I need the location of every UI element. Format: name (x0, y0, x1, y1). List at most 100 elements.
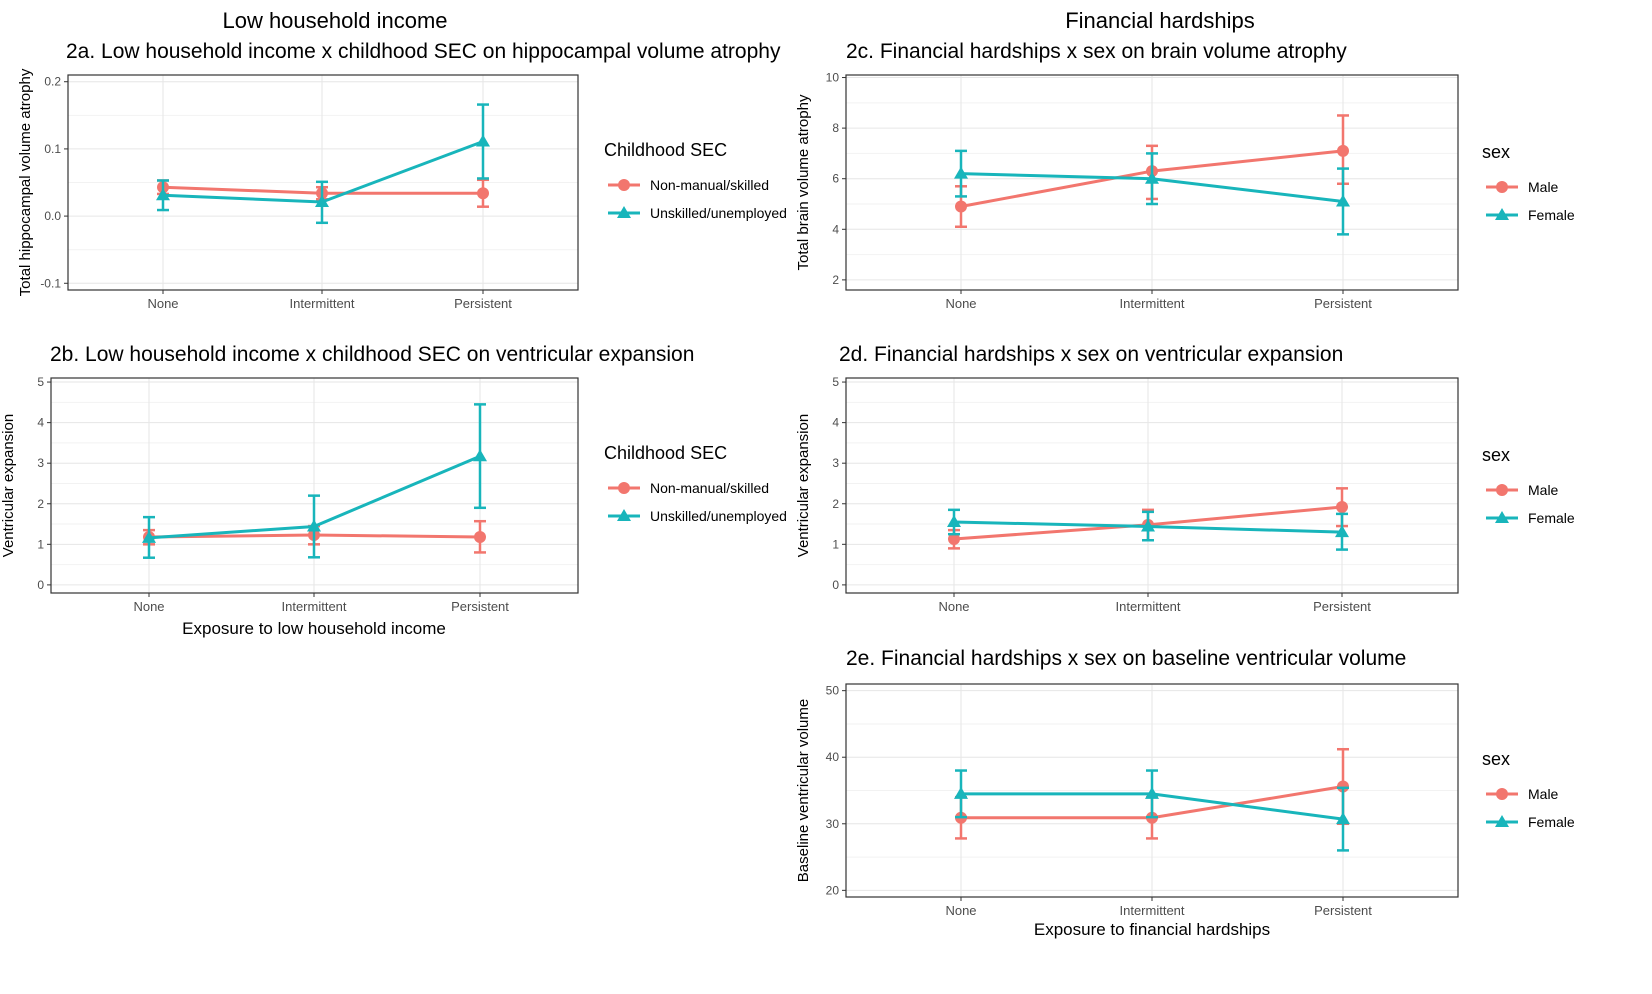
y-axis-title: Total hippocampal volume atrophy (17, 68, 34, 296)
y-axis-title: Total brain volume atrophy (795, 94, 812, 270)
legend-item: Female (1482, 201, 1575, 229)
series-female (947, 508, 1349, 551)
y-tick-label: 2 (37, 497, 44, 511)
x-tick-label: None (938, 599, 969, 614)
y-tick-label: 1 (832, 537, 839, 551)
y-tick-label: -0.1 (40, 276, 61, 290)
legend: sex Male Female (1482, 142, 1575, 229)
data-point (1145, 171, 1159, 184)
y-tick-label: 2 (832, 497, 839, 511)
panel-2c: 2c. Financial hardships x sex on brain v… (795, 40, 1652, 330)
x-tick-label: Intermittent (1115, 599, 1180, 614)
y-tick-label: 6 (832, 172, 839, 186)
legend-item: Unskilled/unemployed (604, 502, 787, 530)
y-tick-label: 40 (826, 750, 840, 764)
plot-frame (67, 74, 579, 291)
y-tick-label: 8 (832, 121, 839, 135)
legend: sex Male Female (1482, 749, 1575, 836)
x-tick-label: None (945, 903, 976, 918)
data-point (1337, 780, 1349, 793)
legend-label: Female (1528, 814, 1575, 830)
x-tick-label: None (945, 296, 976, 311)
legend-key (608, 179, 640, 191)
legend-label: Female (1528, 510, 1575, 526)
y-tick-label: 1 (37, 537, 44, 551)
data-point (142, 530, 156, 543)
y-tick-label: 0.1 (44, 142, 61, 156)
data-point (948, 533, 960, 546)
data-point (1141, 519, 1155, 532)
legend-label: Male (1528, 179, 1559, 195)
y-tick-label: 4 (37, 416, 44, 430)
series-unskilled-unemployed (156, 103, 490, 225)
data-point (474, 531, 486, 544)
legend-key (1486, 511, 1518, 523)
data-point (1336, 501, 1348, 513)
legend-key-marker (618, 482, 630, 494)
panel-2d: 2d. Financial hardships x sex on ventric… (795, 343, 1652, 633)
y-tick-label: 2 (832, 273, 839, 287)
legend-label: Female (1528, 207, 1575, 223)
legend-title: sex (1482, 445, 1511, 465)
panel-2b: 2b. Low household income x childhood SEC… (0, 343, 800, 643)
data-point (307, 519, 321, 532)
data-point (476, 134, 490, 147)
plot-2e: 20 30 40 50 None Intermittent Persistent Baseli… (795, 683, 1459, 918)
x-axis-title: Exposure to low household income (182, 619, 446, 638)
y-tick-label: 5 (832, 375, 839, 389)
y-axis-title: Ventricular expansion (795, 414, 812, 557)
legend-item: Female (1482, 808, 1575, 836)
x-tick-label: Persistent (1314, 903, 1372, 918)
legend-key (608, 509, 640, 521)
legend-item: Male (1482, 173, 1575, 201)
legend-item: Unskilled/unemployed (604, 199, 787, 227)
legend: sex Male Female (1482, 445, 1575, 532)
legend-title: Childhood SEC (604, 443, 728, 463)
legend-title: Childhood SEC (604, 140, 728, 160)
legend-key-marker (1496, 788, 1508, 800)
legend-key-marker (617, 509, 631, 521)
y-tick-label: 0.0 (44, 209, 61, 223)
data-point (315, 194, 329, 207)
legend-label: Non-manual/skilled (650, 177, 770, 193)
x-tick-label: Persistent (451, 599, 509, 614)
y-axis-title: Baseline ventricular volume (795, 699, 812, 882)
x-tick-label: Intermittent (289, 296, 354, 311)
chart-title: 2e. Financial hardships x sex on baselin… (846, 647, 1407, 670)
legend-item: Non-manual/skilled (604, 474, 787, 502)
legend-key-marker (1495, 815, 1509, 827)
data-point (1336, 194, 1350, 207)
legend-item: Male (1482, 476, 1575, 504)
legend-key (1486, 484, 1518, 496)
x-tick-label: Persistent (454, 296, 512, 311)
y-tick-label: 5 (37, 375, 44, 389)
y-axis-title: Ventricular expansion (0, 414, 17, 557)
data-point (1335, 525, 1349, 538)
legend-label: Non-manual/skilled (650, 480, 770, 496)
x-tick-label: Intermittent (281, 599, 346, 614)
series-female (954, 149, 1350, 236)
legend-key (608, 206, 640, 218)
chart-title: 2c. Financial hardships x sex on brain v… (846, 40, 1347, 63)
plot-2b: 0 1 2 3 4 5 None Intermittent Persistent Ventricu… (0, 375, 579, 614)
data-point (947, 515, 961, 528)
plot-2a: -0.1 0.0 0.1 0.2 None Intermittent Persistent T… (17, 68, 579, 311)
legend-label: Unskilled/unemployed (650, 205, 787, 221)
legend-item: Male (1482, 780, 1575, 808)
legend-key (608, 482, 640, 494)
y-tick-label: 50 (826, 684, 840, 698)
y-tick-label: 3 (832, 456, 839, 470)
x-tick-label: Persistent (1313, 599, 1371, 614)
plot-2c: 2 4 6 8 10 None Intermittent Persistent Total br… (795, 71, 1459, 311)
panel-2e: 2e. Financial hardships x sex on baselin… (795, 647, 1652, 987)
data-point (955, 200, 967, 213)
legend-key (1486, 815, 1518, 827)
y-tick-label: 4 (832, 416, 839, 430)
data-point (954, 786, 968, 799)
data-point (1145, 786, 1159, 799)
y-tick-label: 20 (826, 883, 840, 897)
legend: Childhood SEC Non-manual/skilled Unskille… (604, 140, 787, 227)
chart-title: 2d. Financial hardships x sex on ventric… (839, 343, 1344, 366)
y-tick-label: 10 (826, 71, 840, 85)
y-tick-label: 0.2 (44, 75, 61, 89)
